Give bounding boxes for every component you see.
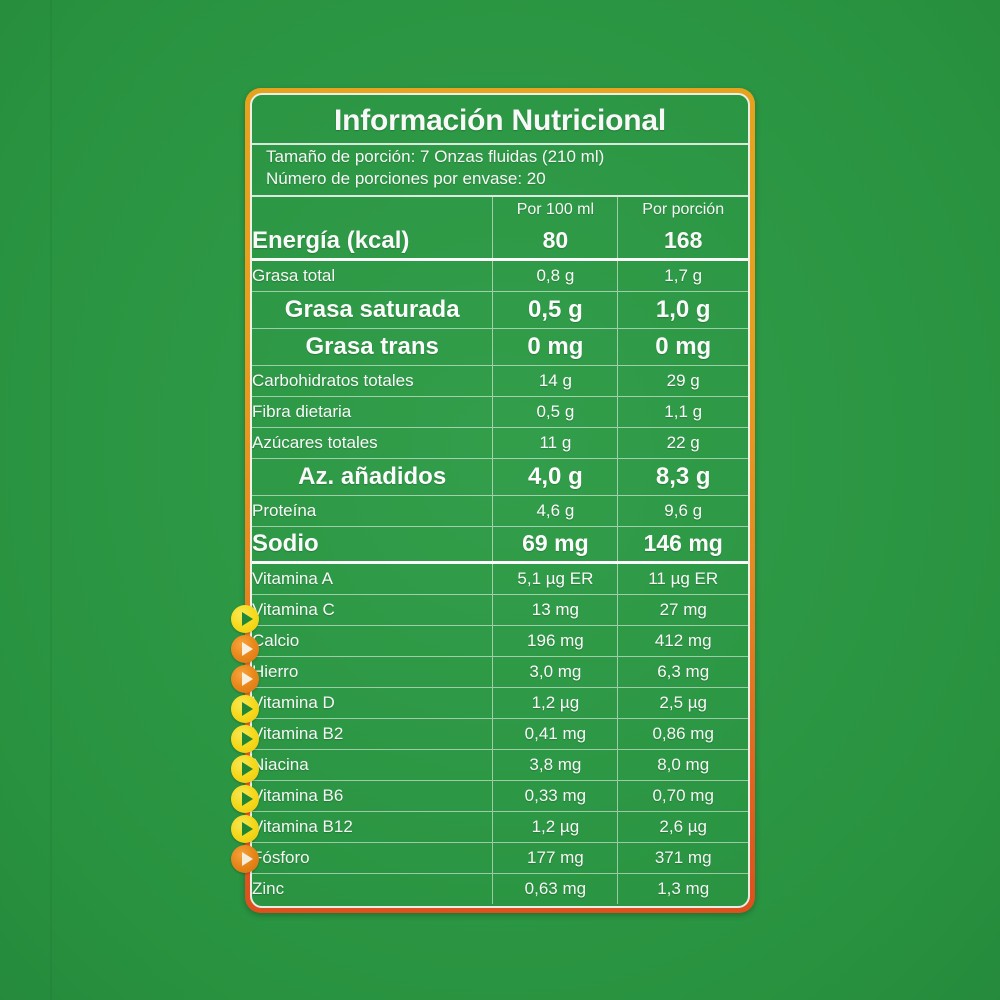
card-inner-panel: Información Nutricional Tamaño de porció…: [250, 93, 750, 908]
table-row: Niacina 3,8 mg 8,0 mg: [252, 748, 748, 781]
card-gradient-border: Información Nutricional Tamaño de porció…: [245, 88, 755, 913]
row-label: Hierro: [252, 655, 493, 688]
table-row: Fibra dietaria 0,5 g 1,1 g: [252, 395, 748, 428]
row-value-per-100ml: 0,8 g: [492, 257, 618, 292]
table-row: Vitamina B12 1,2 µg 2,6 µg: [252, 810, 748, 843]
row-label: Zinc: [252, 872, 493, 904]
row-value-per-serving: 0,86 mg: [617, 717, 748, 750]
row-value-per-100ml: 1,2 µg: [492, 686, 618, 719]
row-value-per-serving: 11 µg ER: [617, 560, 748, 595]
row-value-per-100ml: 1,2 µg: [492, 810, 618, 843]
row-value-per-serving: 8,3 g: [617, 457, 748, 496]
row-value-per-100ml: 69 mg: [492, 525, 618, 563]
row-value-per-100ml: 5,1 µg ER: [492, 560, 618, 595]
row-value-per-serving: 168: [617, 223, 748, 260]
row-value-per-serving: 146 mg: [617, 525, 748, 563]
row-value-per-100ml: 177 mg: [492, 841, 618, 874]
row-value-per-serving: 8,0 mg: [617, 748, 748, 781]
row-label: Energía (kcal): [252, 226, 410, 254]
row-label: Vitamina A: [252, 560, 493, 595]
table-row: Grasa trans 0 mg 0 mg: [252, 327, 748, 366]
row-value-per-100ml: 0 mg: [492, 327, 618, 366]
row-label: Vitamina C: [252, 593, 493, 626]
row-value-per-100ml: 3,0 mg: [492, 655, 618, 688]
nutrition-facts-card: Información Nutricional Tamaño de porció…: [231, 88, 755, 913]
row-label: Niacina: [252, 748, 493, 781]
row-label: Vitamina B2: [252, 717, 493, 750]
table-row: Energía (kcal) 80 168: [252, 223, 748, 260]
table-row: Fósforo 177 mg 371 mg: [252, 841, 748, 874]
table-row: Vitamina B6 0,33 mg 0,70 mg: [252, 779, 748, 812]
row-value-per-100ml: 0,5 g: [492, 395, 618, 428]
row-value-per-100ml: 4,0 g: [492, 457, 618, 496]
table-row: Grasa saturada 0,5 g 1,0 g: [252, 290, 748, 329]
row-label: Proteína: [252, 494, 493, 527]
row-label: Calcio: [252, 624, 493, 657]
row-value-per-100ml: 13 mg: [492, 593, 618, 626]
row-label: Sodio: [252, 525, 493, 563]
table-row: Vitamina B2 0,41 mg 0,86 mg: [252, 717, 748, 750]
row-value-per-serving: 22 g: [617, 426, 748, 459]
table-row: Sodio 69 mg 146 mg: [252, 525, 748, 563]
row-value-per-100ml: 0,5 g: [492, 290, 618, 329]
table-row: Zinc 0,63 mg 1,3 mg: [252, 872, 748, 904]
column-header-name: [252, 194, 493, 224]
row-value-per-100ml: 4,6 g: [492, 494, 618, 527]
row-value-per-100ml: 196 mg: [492, 624, 618, 657]
table-header-row: Por 100 ml Por porción: [252, 194, 748, 224]
table-row: Calcio 196 mg 412 mg: [252, 624, 748, 657]
table-row: Grasa total 0,8 g 1,7 g: [252, 257, 748, 292]
row-value-per-serving: 2,6 µg: [617, 810, 748, 843]
serving-size-line: Tamaño de porción: 7 Onzas fluidas (210 …: [266, 147, 605, 166]
row-label: Vitamina B12: [252, 810, 493, 843]
row-value-per-serving: 6,3 mg: [617, 655, 748, 688]
row-label: Fósforo: [252, 841, 493, 874]
row-value-per-100ml: 3,8 mg: [492, 748, 618, 781]
row-label: Grasa saturada: [252, 290, 493, 329]
servings-per-container-line: Número de porciones por envase: 20: [266, 169, 546, 189]
row-value-per-serving: 371 mg: [617, 841, 748, 874]
row-label: Fibra dietaria: [252, 395, 493, 428]
row-value-per-100ml: 0,33 mg: [492, 779, 618, 812]
background-seam: [50, 0, 52, 1000]
table-row: Vitamina D 1,2 µg 2,5 µg: [252, 686, 748, 719]
row-value-per-serving: 412 mg: [617, 624, 748, 657]
table-row: Carbohidratos totales 14 g 29 g: [252, 364, 748, 397]
row-label: Carbohidratos totales: [252, 364, 493, 397]
serving-info: Tamaño de porción: 7 Onzas fluidas (210 …: [252, 143, 748, 195]
row-value-per-100ml: 11 g: [492, 426, 618, 459]
row-value-per-serving: 1,7 g: [617, 257, 748, 292]
row-value-per-serving: 27 mg: [617, 593, 748, 626]
table-row: Azúcares totales 11 g 22 g: [252, 426, 748, 459]
row-label: Az. añadidos: [252, 457, 493, 496]
nutrition-table-body: Por 100 ml Por porción Energía (kcal) 80…: [252, 194, 748, 904]
row-label: Vitamina D: [252, 686, 493, 719]
row-value-per-100ml: 0,63 mg: [492, 872, 618, 904]
row-label: Vitamina B6: [252, 779, 493, 812]
table-row: Hierro 3,0 mg 6,3 mg: [252, 655, 748, 688]
table-row: Az. añadidos 4,0 g 8,3 g: [252, 457, 748, 496]
row-value-per-serving: 0,70 mg: [617, 779, 748, 812]
column-header-per-100ml: Por 100 ml: [492, 194, 618, 224]
row-value-per-serving: 1,1 g: [617, 395, 748, 428]
row-value-per-serving: 1,0 g: [617, 290, 748, 329]
row-value-per-serving: 29 g: [617, 364, 748, 397]
row-label: Grasa total: [252, 257, 493, 292]
row-value-per-serving: 2,5 µg: [617, 686, 748, 719]
row-label: Azúcares totales: [252, 426, 493, 459]
table-row: Vitamina C 13 mg 27 mg: [252, 593, 748, 626]
row-label: Grasa trans: [252, 327, 493, 366]
column-header-per-serving: Por porción: [617, 194, 748, 224]
table-row: Vitamina A 5,1 µg ER 11 µg ER: [252, 560, 748, 595]
page-title: Información Nutricional: [333, 104, 667, 137]
row-value-per-100ml: 14 g: [492, 364, 618, 397]
row-value-per-100ml: 80: [492, 223, 618, 260]
nutrition-table: Por 100 ml Por porción Energía (kcal) 80…: [252, 194, 748, 904]
row-value-per-serving: 0 mg: [617, 327, 748, 366]
row-value-per-100ml: 0,41 mg: [492, 717, 618, 750]
row-value-per-serving: 1,3 mg: [617, 872, 748, 904]
table-row: Proteína 4,6 g 9,6 g: [252, 494, 748, 527]
row-value-per-serving: 9,6 g: [617, 494, 748, 527]
